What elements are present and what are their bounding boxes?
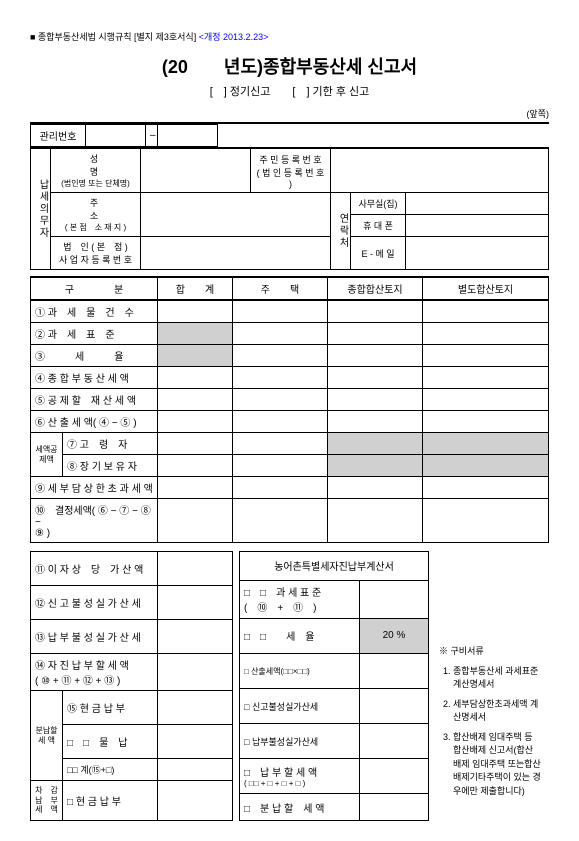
row11-label: ⑪ 이 자 상 당 가 산 액 (31, 552, 158, 586)
email-label: E - 메 일 (351, 237, 406, 270)
sub3-label: □ 산출세액(□□×□□) (240, 654, 360, 689)
sub1-label: □ □ 과 세 표 준( ⑩ + ⑪ ) (240, 580, 360, 618)
sub4-label: □ 신고불성실가산세 (240, 689, 360, 724)
row6-label: ⑥ 산 출 세 액( ④ − ⑤ ) (31, 411, 158, 433)
sub6-label: □ 납 부 할 세 액( □□ + □ + □ + □ ) (240, 759, 360, 794)
office-value[interactable] (406, 193, 549, 215)
biz-label: 법 인 ( 본 점 ) 사 업 자 등 록 번 호 (51, 237, 141, 270)
row5-label: ⑤ 공 제 할 재 산 세 액 (31, 389, 158, 411)
col-byeoldo: 별도합산토지 (423, 277, 549, 300)
row10-label: ⑩ 결정세액( ⑥ − ⑦ − ⑧ −⑨ ) (31, 499, 158, 543)
addr-label: 주 소 ( 본 점 소 재 지 ) (51, 193, 141, 237)
sub2-label: □ □ 세 율 (240, 618, 360, 653)
taxpayer-info-table: 납세의무자 성 명 (법인명 또는 단체명) 주 민 등 록 번 호 ( 법 인… (30, 147, 549, 270)
col-jonghap: 종합합산토지 (328, 277, 423, 300)
side-item-2: 세부담상한초과세액 계산명세서 (453, 698, 541, 725)
office-label: 사무실(집) (351, 193, 406, 215)
header-regulation: ■ 종합부동산세법 시행규칙 [별지 제3호서식] <개정 2013.2.23> (30, 30, 549, 43)
mgmt-label: 관리번호 (31, 125, 86, 147)
deduct-side: 세액공제액 (31, 433, 63, 477)
row3-label: ③ 세 율 (31, 345, 158, 367)
final-side: 차 감납 부세 액 (31, 781, 63, 821)
main-calc-table: 구 분 합 계 주 택 종합합산토지 별도합산토지 ① 과 세 물 건 수 ② … (30, 276, 549, 543)
doc-subtitle: [ ] 정기신고 [ ] 기한 후 신고 (30, 83, 549, 99)
col-gubun: 구 분 (31, 277, 158, 300)
row17-label: □□ 계(⑮+□) (63, 759, 158, 781)
mobile-value[interactable] (406, 215, 549, 237)
row16-label: □ □ 물 납 (63, 725, 158, 759)
side-title: ※ 구비서류 (439, 645, 541, 659)
row7-label: ⑦ 고 령 자 (63, 433, 158, 455)
pay-side: 분납할세 액 (31, 691, 63, 781)
name-label: 성 명 (법인명 또는 단체명) (51, 148, 141, 193)
front-label: (앞쪽) (30, 107, 549, 120)
row4-label: ④ 종 합 부 동 산 세 액 (31, 367, 158, 389)
taxpayer-side: 납세의무자 (31, 148, 51, 270)
rrn-value[interactable] (331, 148, 549, 193)
row15-label: ⑮ 현 금 납 부 (63, 691, 158, 725)
biz-value[interactable] (141, 237, 331, 270)
sub5-label: □ 납부불성실가산세 (240, 724, 360, 759)
left-sub-table: ⑪ 이 자 상 당 가 산 액 ⑫ 신 고 불 성 실 가 산 세 ⑬ 납 부 … (30, 551, 233, 821)
col-jutaek: 주 택 (233, 277, 328, 300)
rural-tax-table: 농어촌특별세자진납부계산서 □ □ 과 세 표 준( ⑩ + ⑪ ) □ □ 세… (239, 551, 429, 821)
row13-label: ⑬ 납 부 불 성 실 가 산 세 (31, 620, 158, 654)
mgmt-val2 (158, 125, 218, 147)
mgmt-number-table: 관리번호 – (30, 124, 218, 147)
addr-value[interactable] (141, 193, 331, 237)
row14-label: ⑭ 자 진 납 부 할 세 액( ⑩ + ⑪ + ⑫ + ⑬ ) (31, 654, 158, 691)
required-docs: ※ 구비서류 종합부동산세 과세표준 계산명세서 세부담상한초과세액 계산명세서… (435, 551, 545, 821)
row2-label: ② 과 세 표 준 (31, 323, 158, 345)
mobile-label: 휴 대 폰 (351, 215, 406, 237)
row9-label: ⑨ 세 부 담 상 한 초 과 세 액 (31, 477, 158, 499)
row1-label: ① 과 세 물 건 수 (31, 300, 158, 323)
row8-label: ⑧ 장 기 보 유 자 (63, 455, 158, 477)
col-hapgye: 합 계 (158, 277, 233, 300)
side-item-1: 종합부동산세 과세표준 계산명세서 (453, 665, 541, 692)
row12-label: ⑫ 신 고 불 성 실 가 산 세 (31, 586, 158, 620)
email-value[interactable] (406, 237, 549, 270)
sub7-label: □ 분 납 할 세 액 (240, 794, 360, 821)
row18-label: □ 현 금 납 부 (63, 781, 158, 821)
contact-side: 연락처 (331, 193, 351, 270)
sub-title: 농어촌특별세자진납부계산서 (240, 552, 429, 581)
doc-title: (20 년도)종합부동산세 신고서 (30, 53, 549, 79)
mgmt-dash: – (146, 125, 158, 147)
side-item-3: 합산배제 임대주택 등 합산배제 신고서(합산배제 임대주택 또는합산배제기타주… (453, 731, 541, 799)
rrn-label: 주 민 등 록 번 호 ( 법 인 등 록 번 호 ) (251, 148, 331, 193)
mgmt-val1 (86, 125, 146, 147)
sub2-val: 20 % (360, 618, 429, 653)
